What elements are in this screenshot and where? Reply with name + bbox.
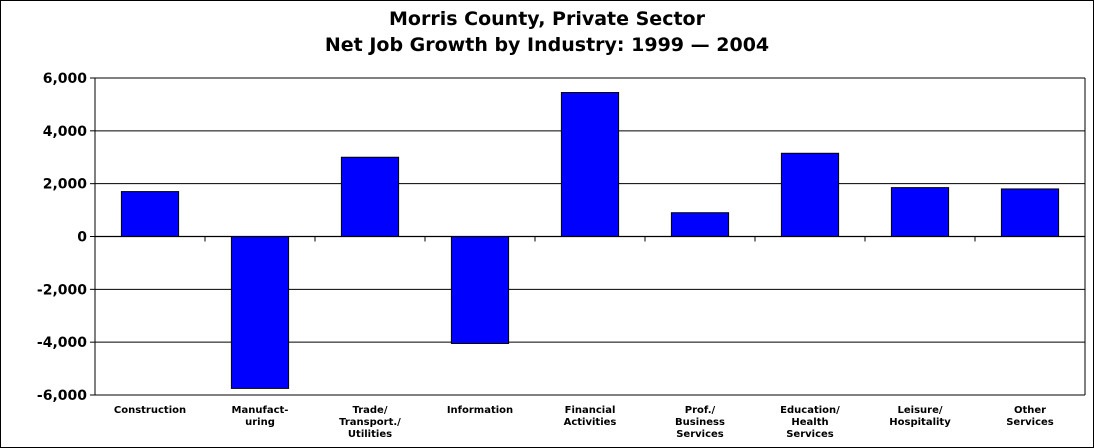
bar <box>780 152 840 238</box>
x-category-label: Construction <box>114 405 186 416</box>
x-category-label: Financial Activities <box>564 405 617 428</box>
bar <box>450 236 510 344</box>
y-tick-label: 4,000 <box>43 124 88 140</box>
y-tick-label: -6,000 <box>37 388 87 404</box>
x-category-label: Other Services <box>1006 405 1054 428</box>
bar <box>120 191 180 237</box>
y-tick-label: 6,000 <box>43 71 88 87</box>
x-category-label: Manufact-uring <box>232 405 289 428</box>
x-category-label: Trade/Transport./Utilities <box>339 405 401 440</box>
bar <box>890 187 950 237</box>
x-category-label: Information <box>447 405 513 416</box>
y-tick-label: 2,000 <box>43 177 88 193</box>
x-category-label: Leisure/Hospitality <box>889 405 951 428</box>
bar <box>670 212 730 238</box>
bar <box>1000 188 1060 237</box>
chart-title: Morris County, Private Sector Net Job Gr… <box>0 6 1094 58</box>
y-tick-label: 0 <box>77 230 87 246</box>
chart-title-line-1: Morris County, Private Sector <box>389 8 705 30</box>
y-tick-label: -4,000 <box>37 335 87 351</box>
x-category-label: Prof./Business Services <box>675 405 725 440</box>
bar <box>560 92 620 238</box>
bar <box>230 236 290 389</box>
x-category-label: Education/Health Services <box>780 405 840 440</box>
bar <box>340 156 400 237</box>
chart-title-line-2: Net Job Growth by Industry: 1999 — 2004 <box>324 34 770 56</box>
y-tick-label: -2,000 <box>37 282 87 298</box>
